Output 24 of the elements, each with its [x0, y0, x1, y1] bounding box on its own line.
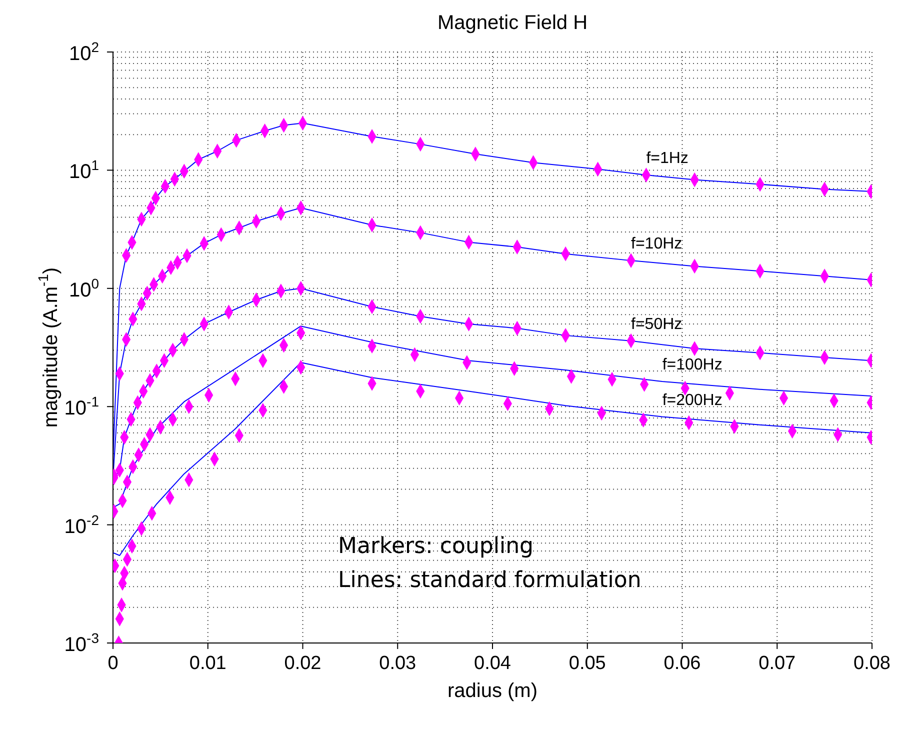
x-tick-label: 0.01: [189, 653, 226, 674]
series-label: f=1Hz: [646, 150, 688, 168]
y-tick-label: 10$^{-1}$: [64, 394, 100, 420]
x-tick-label: 0.02: [284, 653, 322, 674]
y-tick-label: 10$^{2}$: [68, 39, 100, 65]
x-tick-label: 0.08: [854, 653, 890, 674]
x-tick-label: 0.06: [664, 653, 701, 674]
chart-title: Magnetic Field H: [436, 12, 589, 35]
y-tick-label: 10$^{-2}$: [64, 512, 100, 538]
x-tick-label: 0.07: [758, 653, 796, 674]
series-label: f=200Hz: [662, 392, 722, 409]
series-label: f=10Hz: [631, 236, 682, 253]
annotation: Lines: standard formulation: [338, 567, 642, 595]
y-tick-label: 10$^{-3}$: [64, 630, 100, 656]
series-label: f=100Hz: [662, 356, 722, 374]
series-label: f=50Hz: [631, 316, 682, 333]
x-tick-label: 0.04: [474, 653, 512, 674]
x-tick-label: 0: [108, 653, 118, 674]
y-tick-label: 10$^{0}$: [68, 275, 100, 302]
annotation: Markers: coupling: [338, 533, 535, 561]
x-tick-label: 0.05: [568, 653, 606, 674]
x-axis-title: radius (m): [447, 680, 538, 702]
x-tick-label: 0.03: [379, 653, 416, 674]
y-tick-label: 10$^{1}$: [68, 157, 100, 184]
